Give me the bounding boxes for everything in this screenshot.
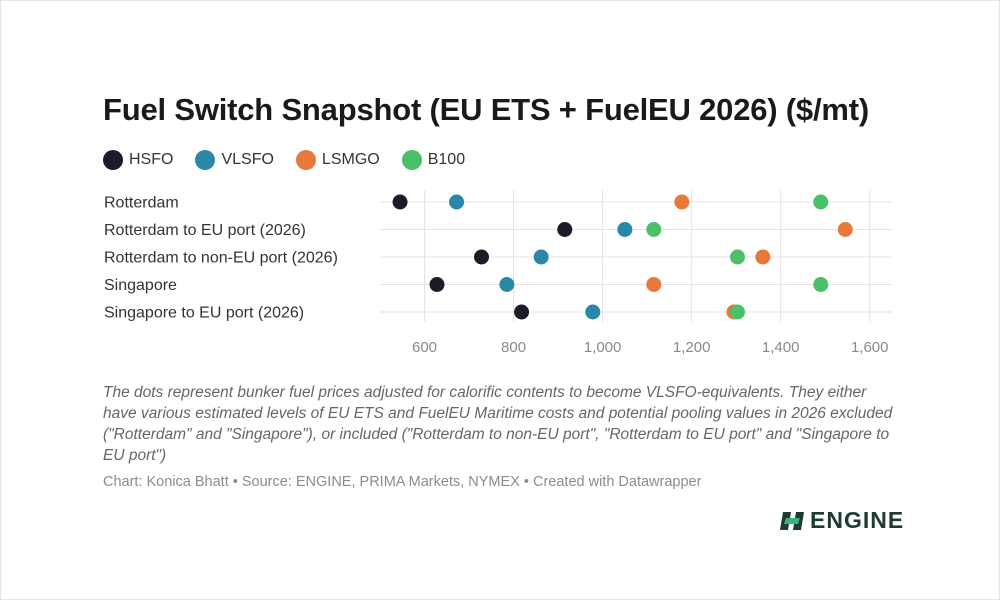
dot-hsfo	[557, 222, 573, 237]
dot-hsfo	[514, 304, 530, 320]
legend-swatch	[195, 150, 216, 170]
dot-lsmgo	[755, 249, 771, 265]
legend-swatch	[103, 150, 123, 170]
legend-label: HSFO	[129, 151, 174, 168]
dot-b100	[813, 194, 829, 210]
legend-item-lsmgo: LSMGO	[295, 150, 380, 170]
dot-hsfo	[429, 277, 445, 292]
chart-notes: The dots represent bunker fuel prices ad…	[103, 384, 893, 464]
row-label: Rotterdam to EU port (2026)	[104, 222, 306, 239]
dot-vlsfo	[499, 277, 515, 292]
engine-logo: ENGINE	[780, 507, 904, 534]
x-tick-label: 1,000	[584, 339, 622, 356]
row-label: Singapore	[104, 277, 177, 294]
dot-hsfo	[392, 194, 408, 210]
x-tick-label: 1,400	[762, 339, 800, 356]
dot-lsmgo	[674, 194, 690, 210]
row-label: Rotterdam to non-EU port (2026)	[104, 250, 338, 267]
dot-b100	[730, 249, 746, 265]
x-tick-label: 800	[501, 339, 526, 356]
engine-logo-text: ENGINE	[810, 507, 905, 533]
engine-logo-icon	[780, 511, 804, 530]
legend-swatch	[401, 150, 422, 170]
legend-item-hsfo: HSFO	[103, 150, 173, 170]
chart-title: Fuel Switch Snapshot (EU ETS + FuelEU 20…	[103, 92, 869, 127]
dot-b100	[730, 304, 746, 320]
legend-label: B100	[427, 151, 466, 168]
legend-item-b100: B100	[401, 150, 466, 170]
dot-lsmgo	[646, 277, 662, 292]
x-tick-label: 1,200	[673, 339, 711, 356]
chart-byline: Chart: Konica Bhatt • Source: ENGINE, PR…	[103, 474, 702, 490]
dot-vlsfo	[449, 194, 465, 210]
dot-b100	[646, 222, 662, 237]
chart-legend: HSFO VLSFO LSMGO B100	[103, 148, 465, 172]
dot-b100	[813, 277, 829, 292]
x-tick-label: 1,600	[851, 339, 889, 356]
legend-label: VLSFO	[221, 151, 274, 168]
legend-label: LSMGO	[321, 151, 380, 168]
dot-vlsfo	[585, 304, 601, 320]
x-tick-label: 600	[412, 339, 437, 356]
row-label: Singapore to EU port (2026)	[104, 305, 304, 322]
dot-hsfo	[474, 249, 490, 265]
dot-vlsfo	[617, 222, 633, 237]
legend-swatch	[295, 150, 316, 170]
dot-lsmgo	[837, 222, 853, 237]
row-label: Rotterdam	[104, 195, 179, 212]
dot-vlsfo	[533, 249, 549, 265]
legend-item-vlsfo: VLSFO	[195, 150, 274, 170]
